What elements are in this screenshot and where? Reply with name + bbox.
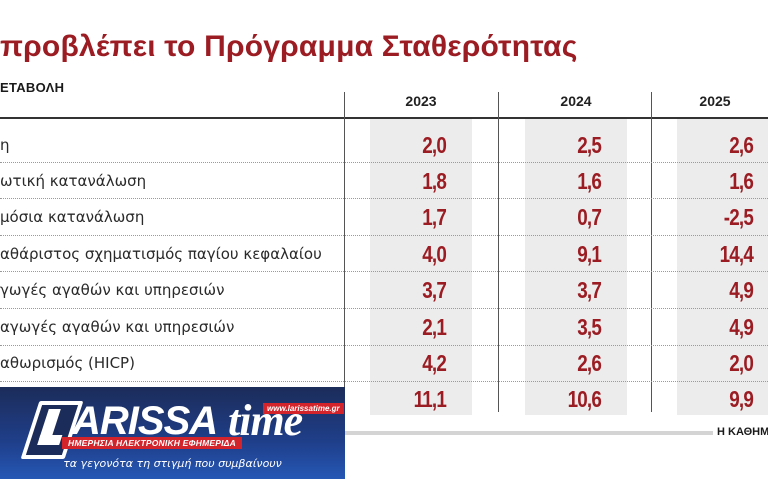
row-divider xyxy=(0,381,768,382)
column-separator xyxy=(651,92,652,412)
row-divider xyxy=(0,235,768,236)
row-divider xyxy=(0,345,768,346)
shade-col-2023 xyxy=(370,119,472,415)
header-rule xyxy=(0,117,768,119)
row-label: αθωρισμός (HICP) xyxy=(0,354,135,372)
row-divider xyxy=(0,308,768,309)
row-label: ωτική κατανάλωση xyxy=(0,172,147,190)
value-2025: 9,9 xyxy=(729,386,754,412)
column-group-label: ΕΤΑΒΟΛΗ xyxy=(0,80,65,95)
row-label: γωγές αγαθών και υπηρεσιών xyxy=(0,281,225,299)
column-header-2025: 2025 xyxy=(699,93,731,109)
footer-rule xyxy=(345,431,713,435)
value-2023: 1,8 xyxy=(422,168,447,194)
column-separator xyxy=(344,92,345,412)
value-2025: 4,9 xyxy=(729,277,754,303)
value-2025: -2,5 xyxy=(723,204,754,230)
column-header-2023: 2023 xyxy=(405,93,437,109)
value-2024: 1,6 xyxy=(577,168,602,194)
column-header-2024: 2024 xyxy=(560,93,592,109)
row-label: αθάριστος σχηματισμός παγίου κεφαλαίου xyxy=(0,245,322,263)
value-2024: 3,5 xyxy=(577,314,602,340)
value-2025: 2,0 xyxy=(729,350,754,376)
value-2025: 2,6 xyxy=(729,132,754,158)
row-divider xyxy=(0,198,768,199)
value-2024: 9,1 xyxy=(577,241,602,267)
value-2024: 2,5 xyxy=(577,132,602,158)
logo-url: www.larissatime.gr xyxy=(263,403,344,414)
column-separator xyxy=(498,92,499,412)
value-2025: 4,9 xyxy=(729,314,754,340)
logo-slogan: τα γεγονότα τη στιγμή που συμβαίνουν xyxy=(63,457,282,470)
larissatime-logo[interactable]: ARISSA time www.larissatime.gr ΗΜΕΡΗΣΙΑ … xyxy=(0,387,345,479)
row-divider xyxy=(0,162,768,163)
value-2024: 3,7 xyxy=(577,277,602,303)
source-credit: Η ΚΑΘΗΜ xyxy=(717,426,768,438)
row-label: μόσια κατανάλωση xyxy=(0,208,145,226)
value-2024: 10,6 xyxy=(567,386,602,412)
row-divider xyxy=(0,271,768,272)
value-2024: 0,7 xyxy=(577,204,602,230)
value-2024: 2,6 xyxy=(577,350,602,376)
value-2023: 1,7 xyxy=(422,204,447,230)
value-2023: 4,0 xyxy=(422,241,447,267)
value-2023: 3,7 xyxy=(422,277,447,303)
value-2025: 14,4 xyxy=(719,241,754,267)
value-2023: 4,2 xyxy=(422,350,447,376)
logo-name: ARISSA xyxy=(72,399,218,443)
page-title: προβλέπει το Πρόγραμμα Σταθερότητας xyxy=(0,30,578,63)
row-label: αγωγές αγαθών και υπηρεσιών xyxy=(0,318,235,336)
value-2023: 11,1 xyxy=(413,386,447,412)
shade-col-2024 xyxy=(525,119,627,415)
value-2023: 2,0 xyxy=(422,132,447,158)
value-2025: 1,6 xyxy=(729,168,754,194)
row-label: η xyxy=(0,136,10,154)
value-2023: 2,1 xyxy=(422,314,447,340)
shade-col-2025 xyxy=(677,119,768,415)
logo-tagline: ΗΜΕΡΗΣΙΑ ΗΛΕΚΤΡΟΝΙΚΗ ΕΦΗΜΕΡΙΔΑ xyxy=(62,437,242,449)
